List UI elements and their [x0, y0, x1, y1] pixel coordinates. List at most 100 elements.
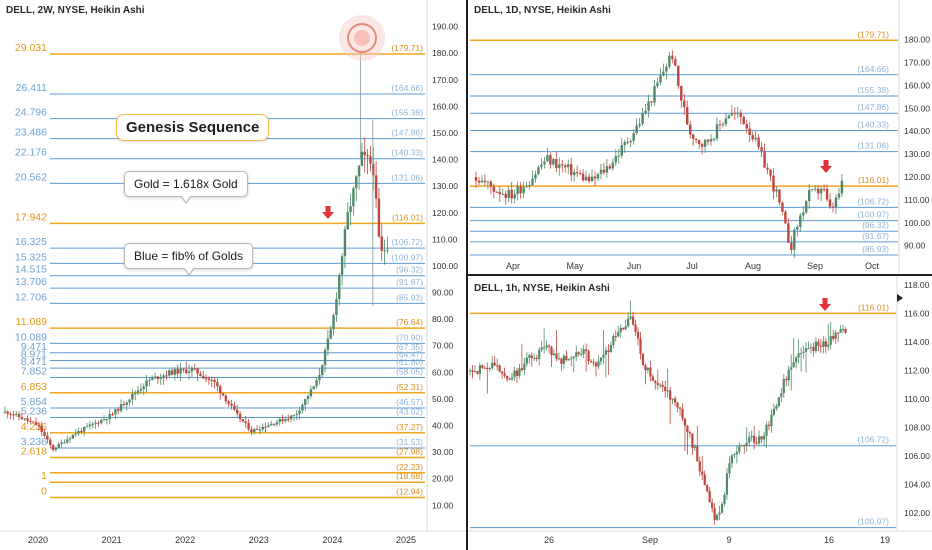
candle-body [510, 189, 513, 199]
candle-body [839, 329, 842, 333]
candle-body [837, 332, 840, 334]
candle-body [585, 349, 588, 351]
candle-body [808, 190, 811, 202]
price-tick-label: 160.00 [904, 80, 930, 90]
bottom-right-chart-title: DELL, 1h, NYSE, Heikin Ashi [474, 283, 610, 294]
candle-body [83, 426, 86, 432]
candle-body [743, 445, 746, 447]
candle-body [74, 433, 77, 435]
fib-price-label: (179.71) [857, 29, 889, 39]
fib-price-label: (61.60) [396, 357, 423, 367]
candle-body [374, 175, 378, 199]
blue-ratio-callout: Blue = fib% of Golds [124, 243, 254, 276]
fib-price-label: (70.90) [396, 332, 423, 342]
candle-body [814, 341, 818, 352]
candle-body [750, 435, 753, 438]
candle-body [641, 353, 645, 366]
fib-price-label: (58.05) [396, 367, 423, 377]
candle-body [501, 193, 504, 195]
time-tick-label: Jun [627, 261, 642, 271]
candle-body [689, 124, 692, 135]
candle-body [715, 124, 719, 139]
candle-body [537, 167, 540, 175]
candle-body [168, 370, 171, 376]
fib-price-label: (43.02) [396, 406, 423, 416]
candle-body [582, 349, 585, 355]
candle-body [720, 503, 724, 513]
candle-body [700, 144, 704, 147]
fib-price-label: (140.33) [857, 119, 889, 129]
candle-body [694, 138, 698, 140]
top-right-candles [474, 50, 844, 258]
candle-body [60, 442, 63, 444]
candle-body [681, 408, 684, 419]
time-tick-label: 2024 [322, 535, 342, 545]
left-chart-2w: DELL, 2W, NYSE, Heikin Ashi 29.031 (179.7… [0, 0, 466, 545]
fib-price-label: (106.72) [857, 196, 889, 206]
target-circle-marker [339, 15, 385, 61]
fib-ratio-label: 12.706 [15, 291, 47, 303]
candle-body [3, 411, 7, 413]
candle-body [102, 419, 106, 421]
candle-body [659, 384, 662, 386]
candle-body [531, 178, 534, 186]
candle-body [636, 331, 640, 339]
candle-body [213, 380, 216, 383]
top-right-chart-1d: DELL, 1D, NYSE, Heikin Ashi (179.71) (164… [470, 0, 930, 273]
fib-ratio-label: 3.236 [21, 436, 47, 448]
candle-body [486, 181, 490, 183]
candle-body [534, 174, 537, 179]
candle-body [219, 386, 222, 394]
candle-body [724, 118, 728, 125]
fib-ratio-label: 26.411 [16, 82, 47, 94]
candle-body [326, 338, 330, 350]
candle-body [617, 155, 620, 157]
candle-body [593, 176, 597, 179]
candle-body [565, 355, 568, 361]
candle-body [523, 363, 526, 371]
fib-ratio-label: 22.176 [15, 147, 47, 159]
candle-body [604, 350, 607, 355]
candle-body [173, 369, 177, 375]
fib-price-label: (12.94) [396, 486, 423, 496]
candle-body [580, 354, 583, 356]
price-tick-label: 180.00 [904, 35, 930, 45]
candle-body [691, 433, 694, 448]
candle-body [831, 206, 835, 208]
candle-body [216, 382, 219, 387]
time-tick-label: 2020 [28, 535, 48, 545]
candle-body [680, 85, 683, 101]
time-tick-label: 2021 [102, 535, 122, 545]
candle-body [594, 362, 598, 367]
candle-body [577, 352, 580, 355]
price-tick-label: 30.00 [432, 447, 454, 457]
candle-body [244, 421, 247, 423]
bottom-right-price-axis: 118.00 116.00 114.00 112.00 110.00 108.00 106.… [896, 276, 930, 530]
candle-body [727, 115, 731, 119]
candle-body [253, 428, 256, 432]
candle-body [745, 124, 748, 129]
price-tick-label: 102.00 [904, 508, 930, 518]
candle-body [366, 154, 369, 157]
candle-body [782, 378, 785, 394]
candle-body [504, 193, 507, 198]
candle-body [671, 55, 674, 60]
candle-body [661, 384, 664, 387]
candle-body [111, 414, 114, 416]
fib-price-label: (106.72) [391, 237, 423, 247]
candle-body [515, 370, 519, 376]
candle-body [114, 409, 117, 415]
candle-body [622, 327, 625, 330]
candle-body [289, 415, 293, 420]
candle-body [503, 373, 506, 376]
candle-body [318, 375, 321, 381]
candle-body [766, 167, 769, 170]
left-price-axis: 190.00 180.00 170.00 160.00 150.00 140.00 130.… [426, 0, 458, 530]
candle-body [264, 426, 267, 428]
candle-body [844, 329, 847, 333]
candle-body [790, 242, 793, 250]
candle-body [828, 199, 832, 207]
candle-body [597, 361, 600, 367]
candle-body [304, 399, 307, 405]
candle-body [125, 402, 128, 405]
